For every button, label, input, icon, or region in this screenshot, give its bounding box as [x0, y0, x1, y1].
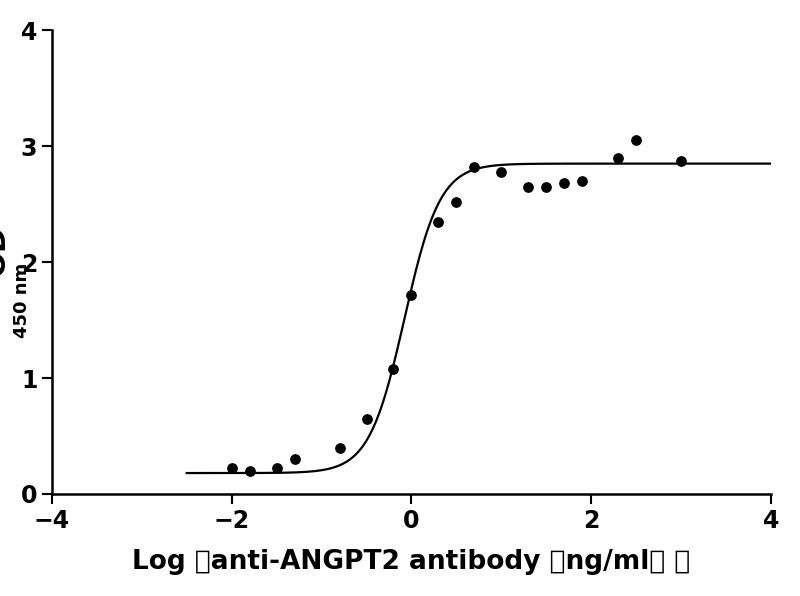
Point [387, 364, 400, 374]
Point [576, 176, 589, 186]
Point [226, 464, 238, 473]
Point [405, 290, 418, 299]
Point [540, 182, 553, 191]
Point [270, 464, 283, 473]
Point [288, 454, 301, 464]
Point [432, 217, 445, 226]
Point [333, 443, 346, 452]
Point [630, 136, 642, 145]
Text: 450 nm: 450 nm [13, 263, 30, 339]
Point [522, 182, 534, 191]
Point [360, 414, 373, 423]
Point [612, 153, 625, 163]
Text: OD: OD [0, 225, 10, 276]
Point [674, 157, 687, 166]
Point [468, 162, 481, 172]
Point [450, 197, 462, 207]
X-axis label: Log （anti-ANGPT2 antibody （ng/ml） ）: Log （anti-ANGPT2 antibody （ng/ml） ） [132, 549, 690, 575]
Point [495, 167, 508, 176]
Point [558, 179, 570, 188]
Point [243, 466, 256, 476]
